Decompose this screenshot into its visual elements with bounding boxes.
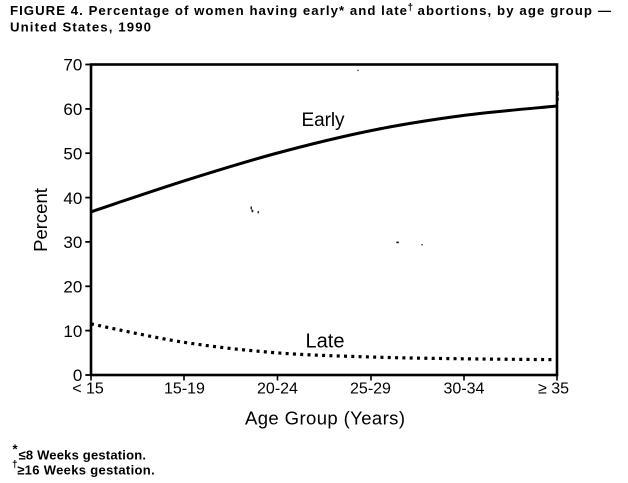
svg-text:50: 50 <box>63 144 82 163</box>
svg-text:30: 30 <box>63 233 82 252</box>
svg-text:Percent: Percent <box>30 188 51 252</box>
svg-text:0: 0 <box>73 366 82 385</box>
svg-text:10: 10 <box>63 322 82 341</box>
svg-text:≥16 Weeks gestation.: ≥16 Weeks gestation. <box>17 463 155 478</box>
svg-text:abortions, by age group —: abortions, by age group — <box>418 3 612 18</box>
svg-text:≤8 Weeks gestation.: ≤8 Weeks gestation. <box>19 448 147 463</box>
svg-text:Early: Early <box>302 110 346 131</box>
svg-text:20-24: 20-24 <box>257 381 298 398</box>
svg-text:25-29: 25-29 <box>350 381 391 398</box>
svg-text:60: 60 <box>63 100 82 119</box>
svg-text:*: * <box>13 442 19 457</box>
svg-text:70: 70 <box>63 56 82 75</box>
svg-text:United States, 1990: United States, 1990 <box>10 20 151 35</box>
svg-text:†: † <box>408 3 414 14</box>
svg-text:< 15: < 15 <box>72 381 104 398</box>
svg-text:Age Group (Years): Age Group (Years) <box>245 408 405 429</box>
svg-text:†: † <box>12 460 18 471</box>
svg-text:15-19: 15-19 <box>164 381 205 398</box>
svg-text:40: 40 <box>63 189 82 208</box>
svg-text:Late: Late <box>306 330 345 352</box>
svg-text:≥ 35: ≥ 35 <box>538 381 569 398</box>
svg-text:FIGURE 4. Percentage of women: FIGURE 4. Percentage of women having ear… <box>10 3 407 18</box>
svg-text:30-34: 30-34 <box>444 381 485 398</box>
svg-text:20: 20 <box>63 278 82 297</box>
